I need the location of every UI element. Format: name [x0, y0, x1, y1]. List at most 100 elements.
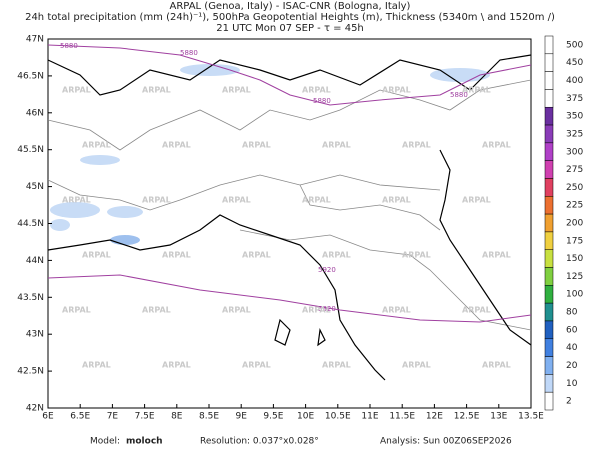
watermark: ARPAL — [322, 361, 351, 370]
colorbar-swatch — [544, 338, 554, 357]
x-axis: 6E 6.5E 7E 7.5E 8E 8.5E 9E 9.5E 10E 10.5E 11E 11.5E… — [42, 404, 544, 422]
header-line: 24h total precipitation (mm (24h)⁻¹), 50… — [25, 12, 555, 23]
watermark: ARPAL — [242, 251, 271, 260]
y-tick-label: 43N — [26, 330, 44, 340]
watermark: ARPAL — [222, 306, 251, 315]
colorbar-label: 40 — [566, 343, 578, 353]
y-tick-label: 47N — [26, 35, 44, 45]
watermark: ARPAL — [462, 306, 491, 315]
colorbar-label: 225 — [566, 201, 583, 211]
y-tick-label: 42N — [26, 404, 44, 414]
watermark: ARPAL — [162, 361, 191, 370]
x-tick-label: 9.5E — [263, 412, 283, 422]
y-tick-label: 45.5N — [17, 145, 44, 155]
colorbar-swatch — [544, 89, 554, 108]
x-tick-label: 12E — [426, 412, 443, 422]
x-tick-label: 10.5E — [325, 412, 351, 422]
contour-label: 5880 — [60, 42, 78, 50]
contour-label: 5880 — [450, 91, 468, 99]
watermark: ARPAL — [322, 251, 351, 260]
watermark: ARPAL — [142, 306, 171, 315]
y-tick-label: 43.5N — [17, 293, 44, 303]
map-frame — [47, 38, 532, 409]
colorbar-swatch — [544, 285, 554, 304]
contour-label: 5880 — [180, 49, 198, 57]
watermark: ARPAL — [82, 251, 111, 260]
colorbar-label: 500 — [566, 40, 583, 50]
colorbar-label: 375 — [566, 94, 583, 104]
x-tick-label: 9E — [235, 412, 247, 422]
watermark: ARPAL — [302, 86, 331, 95]
x-tick-label: 6E — [42, 412, 54, 422]
colorbar-label: 175 — [566, 236, 583, 246]
footer-analysis: Analysis: Sun 00Z06SEP2026 — [380, 437, 512, 447]
colorbar-swatch — [544, 106, 554, 126]
colorbar-label: 60 — [566, 325, 578, 335]
watermark: ARPAL — [462, 86, 491, 95]
colorbar-swatch — [544, 267, 554, 286]
colorbar-label: 10 — [566, 379, 578, 389]
watermark: ARPAL — [242, 141, 271, 150]
colorbar-swatch — [544, 302, 554, 322]
colorbar-swatch — [544, 53, 554, 72]
colorbar-swatch — [544, 196, 554, 215]
colorbar-swatch — [544, 71, 554, 90]
watermark: ARPAL — [482, 141, 511, 150]
colorbar-label: 450 — [566, 58, 583, 68]
x-tick-label: 13.5E — [518, 412, 544, 422]
footer-model-label: Model: — [90, 437, 120, 447]
watermark: ARPAL — [382, 196, 411, 205]
x-tick-label: 12.5E — [454, 412, 480, 422]
colorbar-swatch — [544, 142, 554, 161]
contour-label: 5920 — [318, 266, 336, 274]
watermark: ARPAL — [82, 141, 111, 150]
colorbar-label: 400 — [566, 76, 583, 86]
y-tick-label: 46N — [26, 108, 44, 118]
x-tick-label: 6.5E — [70, 412, 90, 422]
colorbar-label: 350 — [566, 112, 583, 122]
y-tick-label: 45N — [26, 182, 44, 192]
precipitation — [50, 64, 490, 245]
colorbar-label: 150 — [566, 254, 583, 264]
watermark: ARPAL — [82, 361, 111, 370]
footer-resolution: Resolution: 0.037°x0.028° — [200, 437, 319, 447]
colorbar-label: 125 — [566, 272, 583, 282]
watermark: ARPAL — [142, 86, 171, 95]
watermark: ARPAL — [382, 306, 411, 315]
colorbar-label: 325 — [566, 129, 583, 139]
colorbar-swatch — [544, 213, 554, 233]
colorbar-label: 100 — [566, 290, 583, 300]
x-tick-label: 8E — [171, 412, 183, 422]
watermark: ARPAL — [402, 141, 431, 150]
colorbar-swatch — [544, 178, 554, 197]
watermark: ARPAL — [482, 361, 511, 370]
x-tick-label: 8.5E — [199, 412, 219, 422]
y-tick-label: 46.5N — [17, 71, 44, 81]
watermark: ARPAL — [482, 251, 511, 260]
colorbar-swatch — [544, 160, 554, 179]
colorbar: 500 450 400 375 350 325 300 275 250 225 200 175 150 1… — [544, 35, 583, 411]
colorbar-swatch — [544, 35, 554, 55]
watermark: ARPAL — [222, 86, 251, 95]
watermark: ARPAL — [302, 196, 331, 205]
colorbar-label: 250 — [566, 183, 583, 193]
watermark: ARPAL — [62, 306, 91, 315]
watermark: ARPAL — [62, 86, 91, 95]
colorbar-label: 200 — [566, 219, 583, 229]
colorbar-label: 300 — [566, 147, 583, 157]
watermark: ARPAL — [142, 196, 171, 205]
x-tick-label: 7.5E — [135, 412, 155, 422]
footer-model: moloch — [126, 437, 163, 447]
colorbar-label: 2 — [566, 397, 572, 407]
colorbar-label: 275 — [566, 165, 583, 175]
colorbar-swatch — [544, 249, 554, 268]
watermark: ARPAL — [242, 361, 271, 370]
watermark: ARPAL — [222, 196, 251, 205]
colorbar-swatch — [544, 356, 554, 375]
watermark: ARPAL — [62, 196, 91, 205]
y-tick-label: 44N — [26, 256, 44, 266]
y-tick-label: 42.5N — [17, 367, 44, 377]
x-tick-label: 11E — [361, 412, 378, 422]
watermark: ARPAL — [402, 361, 431, 370]
